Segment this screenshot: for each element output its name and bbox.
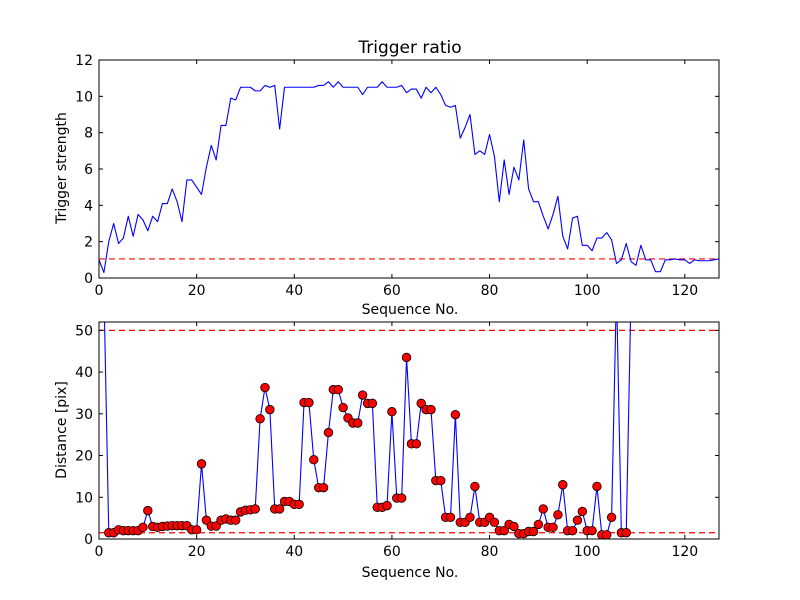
y-axis-label: Trigger strength (54, 112, 70, 225)
distance-plot-area: 0 20 40 60 80 100 120 0 10 20 30 40 50 (75, 321, 720, 560)
data-point (416, 398, 426, 409)
axes-frame (98, 321, 720, 540)
data-point (274, 504, 285, 514)
x-tick-label: 80 (481, 283, 499, 299)
data-point (606, 512, 617, 523)
data-point (558, 480, 568, 490)
x-tick-label: 20 (188, 283, 206, 299)
y-tick-label: 6 (84, 162, 93, 178)
y-tick-label: 2 (84, 235, 93, 251)
data-point (367, 398, 378, 409)
y-tick-label: 50 (75, 323, 93, 339)
x-tick-label: 120 (671, 283, 698, 299)
y-tick-label: 0 (84, 532, 93, 548)
y-axis-label: Distance [pix] (54, 381, 70, 479)
x-tick-label: 100 (574, 544, 601, 560)
x-axis-label: Sequence No. (362, 565, 459, 581)
plot-content (99, 81, 719, 274)
data-point (621, 528, 631, 538)
x-tick-label: 40 (285, 283, 303, 299)
data-point (436, 475, 446, 486)
series-line (99, 81, 719, 274)
x-axis-label: Sequence No. (362, 302, 459, 318)
data-point (567, 525, 578, 536)
x-tick-label: 100 (574, 283, 601, 299)
x-tick-label: 0 (95, 283, 104, 299)
data-point (509, 521, 519, 532)
x-tick-label: 0 (95, 544, 104, 560)
x-tick-label: 20 (188, 544, 206, 560)
x-tick-label: 120 (671, 544, 698, 560)
x-tick-label: 80 (481, 544, 499, 560)
y-tick-label: 10 (75, 89, 93, 105)
data-point (143, 505, 153, 516)
trigger-ratio-plot-area: 0 20 40 60 80 100 120 0 2 4 6 8 10 12 (75, 53, 720, 299)
x-tick-label: 60 (383, 544, 401, 560)
data-point (255, 414, 265, 424)
data-point (396, 493, 407, 503)
y-tick-label: 8 (84, 126, 93, 142)
data-point (294, 499, 304, 510)
y-tick-label: 40 (75, 365, 93, 381)
data-point (548, 522, 558, 533)
data-point (353, 418, 363, 428)
data-point (577, 506, 588, 517)
data-point (318, 482, 329, 493)
data-point (587, 525, 597, 536)
data-point (230, 515, 241, 525)
data-point (602, 530, 612, 539)
y-tick-label: 0 (84, 271, 93, 287)
data-point (445, 512, 456, 523)
data-point (333, 384, 343, 395)
y-tick-label: 10 (75, 490, 93, 506)
data-point (323, 427, 334, 438)
data-point (465, 512, 475, 523)
data-point (572, 515, 583, 525)
data-point (387, 407, 397, 417)
y-tick-label: 4 (84, 198, 93, 214)
data-point (138, 522, 148, 533)
y-tick-label: 30 (75, 407, 93, 423)
data-point (250, 504, 260, 514)
plot-content (99, 322, 719, 539)
data-point (499, 525, 509, 536)
data-point (489, 517, 500, 528)
x-tick-label: 60 (383, 283, 401, 299)
data-point (338, 402, 348, 413)
data-point (538, 504, 548, 514)
data-point (450, 409, 461, 420)
data-point (196, 459, 207, 469)
data-point (401, 352, 412, 363)
data-point (265, 404, 275, 415)
data-point (592, 481, 602, 492)
trigger-ratio-chart: Trigger ratio 0 20 40 60 80 100 120 0 2 4 6 8 10 12 S… (54, 38, 720, 318)
chart-title: Trigger ratio (357, 38, 461, 58)
data-point (533, 519, 544, 530)
data-point (411, 439, 422, 449)
y-tick-label: 20 (75, 449, 93, 465)
data-point (382, 500, 392, 511)
data-point (528, 526, 539, 537)
data-point (553, 510, 563, 520)
data-point (309, 455, 319, 465)
y-tick-label: 12 (75, 53, 93, 69)
data-point (304, 397, 314, 408)
x-tick-label: 40 (285, 544, 303, 560)
data-point (426, 404, 436, 415)
data-point (260, 382, 270, 393)
data-point (357, 390, 368, 400)
data-point (191, 525, 202, 535)
data-point (470, 481, 480, 492)
